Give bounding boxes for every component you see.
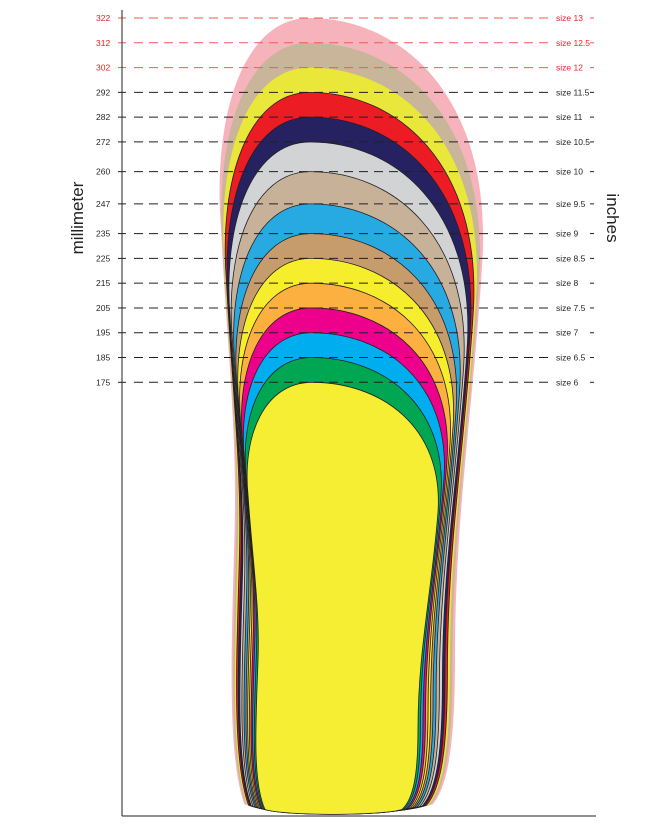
tick-label-247: 247: [96, 199, 110, 209]
size-label-size-9-5: size 9.5: [556, 199, 586, 209]
size-label-size-6-5: size 6.5: [556, 353, 586, 363]
tick-label-302: 302: [96, 63, 110, 73]
tick-label-215: 215: [96, 278, 110, 288]
y-axis-label-inches: inches: [603, 193, 622, 243]
tick-label-195: 195: [96, 328, 110, 338]
tick-label-272: 272: [96, 137, 110, 147]
tick-label-282: 282: [96, 112, 110, 122]
tick-label-322: 322: [96, 13, 110, 23]
tick-label-205: 205: [96, 303, 110, 313]
tick-label-185: 185: [96, 353, 110, 363]
tick-label-225: 225: [96, 253, 110, 263]
y-axis-label-millimeter: millimeter: [68, 181, 87, 255]
size-label-size-11: size 11: [556, 112, 583, 122]
sole-outlines: [219, 18, 484, 815]
size-label-size-9: size 9: [556, 229, 578, 239]
size-label-size-13: size 13: [556, 13, 583, 23]
mm-tick-labels: 322 312 302 292 282 272 260 247 235 225 215 205 195 1…: [96, 13, 110, 387]
tick-label-235: 235: [96, 229, 110, 239]
size-label-size-11-5: size 11.5: [556, 87, 590, 97]
sole-size-6: [246, 381, 439, 815]
tick-label-260: 260: [96, 167, 110, 177]
axes: [121, 10, 596, 817]
size-label-size-8-5: size 8.5: [556, 253, 586, 263]
size-label-size-12-5: size 12.5: [556, 38, 590, 48]
tick-label-175: 175: [96, 377, 110, 387]
size-label-size-6: size 6: [556, 377, 578, 387]
size-gridlines: [118, 17, 594, 383]
size-labels: size 13 size 12.5 size 12 size 11.5 size 11 s…: [556, 13, 590, 387]
tick-label-292: 292: [96, 87, 110, 97]
size-label-size-10-5: size 10.5: [556, 137, 590, 147]
size-label-size-7: size 7: [556, 328, 578, 338]
size-label-size-7-5: size 7.5: [556, 303, 586, 313]
size-label-size-12: size 12: [556, 63, 583, 73]
size-label-size-8: size 8: [556, 278, 578, 288]
tick-label-312: 312: [96, 38, 110, 48]
size-label-size-10: size 10: [556, 167, 583, 177]
